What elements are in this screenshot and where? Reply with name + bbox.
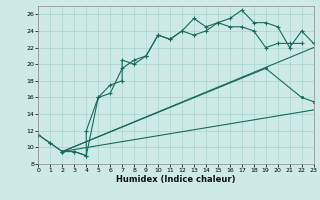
X-axis label: Humidex (Indice chaleur): Humidex (Indice chaleur) [116, 175, 236, 184]
